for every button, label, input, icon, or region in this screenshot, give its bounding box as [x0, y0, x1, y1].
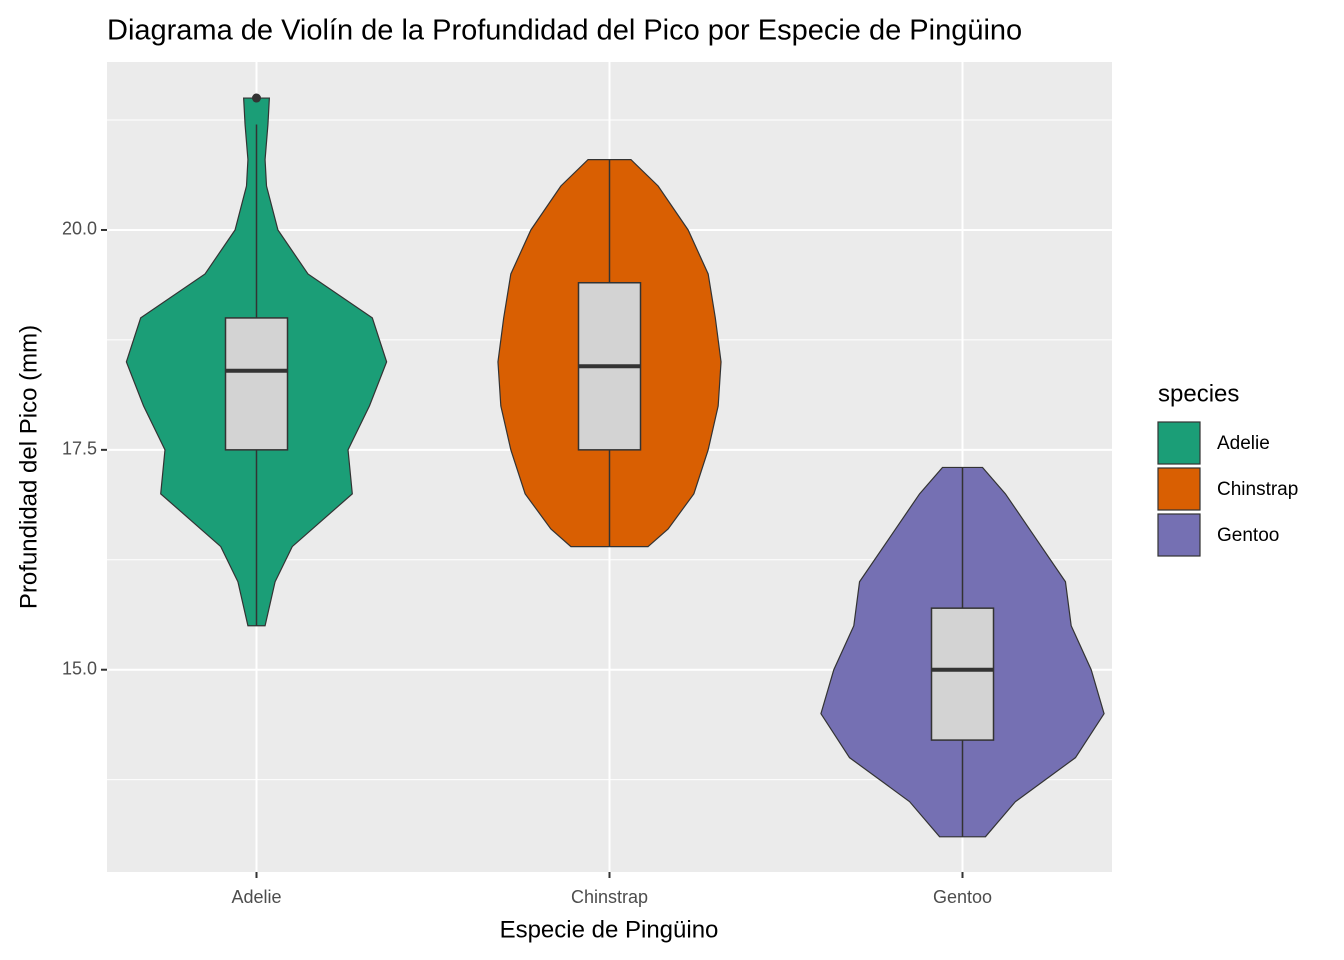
chart-title: Diagrama de Violín de la Profundidad del… — [107, 15, 1022, 47]
legend-key — [1157, 421, 1201, 465]
legend-label: Gentoo — [1217, 525, 1279, 546]
legend-key — [1157, 513, 1201, 557]
box — [930, 607, 995, 741]
x-tick-label: Gentoo — [933, 887, 992, 907]
y-tick-label: 15.0 — [62, 658, 97, 678]
y-axis-title: Profundidad del Pico (mm) — [15, 325, 42, 609]
x-tick-label: Chinstrap — [571, 887, 648, 907]
x-tick-label: Adelie — [231, 887, 281, 907]
x-axis-title: Especie de Pingüino — [500, 916, 719, 943]
y-tick-label: 20.0 — [62, 219, 97, 239]
y-tick-label: 17.5 — [62, 439, 97, 459]
legend-key — [1157, 467, 1201, 511]
box — [224, 317, 289, 451]
legend-label: Adelie — [1217, 433, 1270, 454]
outlier — [252, 93, 261, 103]
legend-title: species — [1158, 380, 1239, 407]
legend-label: Chinstrap — [1217, 479, 1298, 500]
